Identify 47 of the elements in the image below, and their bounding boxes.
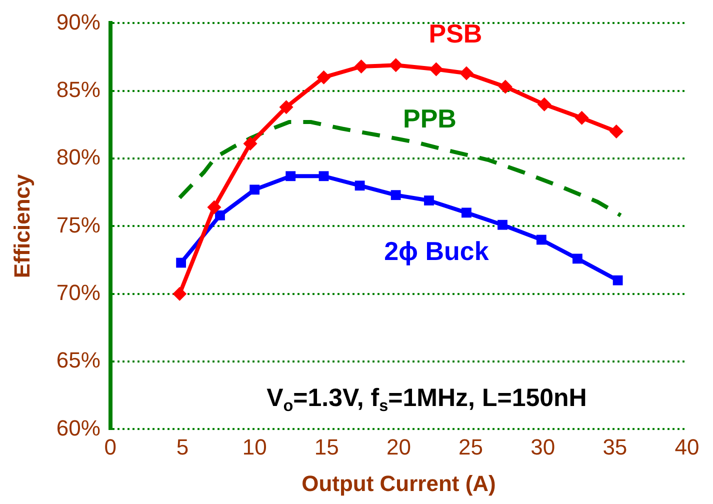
point bbox=[574, 110, 589, 125]
x-tick-label: 10 bbox=[242, 434, 267, 460]
point bbox=[612, 275, 623, 286]
point bbox=[176, 258, 186, 268]
point bbox=[354, 180, 365, 191]
y-tick-label: 60% bbox=[56, 415, 100, 440]
x-tick-label: 40 bbox=[674, 434, 700, 460]
y-tick-label: 80% bbox=[56, 144, 100, 170]
series-label: 2ϕ Buck bbox=[384, 236, 490, 266]
series-label: PPB bbox=[402, 104, 456, 134]
point bbox=[243, 136, 258, 151]
point bbox=[462, 208, 472, 218]
point bbox=[250, 184, 260, 195]
y-tick-label: 75% bbox=[56, 212, 100, 238]
point bbox=[498, 80, 512, 94]
x-tick-label: 0 bbox=[104, 434, 117, 460]
point bbox=[207, 200, 222, 214]
point bbox=[537, 97, 552, 112]
point bbox=[354, 60, 368, 74]
x-tick-label: 20 bbox=[386, 434, 411, 460]
x-tick-label: 15 bbox=[314, 434, 339, 460]
point bbox=[459, 66, 474, 80]
y-tick-label: 65% bbox=[56, 348, 100, 373]
point bbox=[424, 196, 434, 206]
point bbox=[286, 171, 296, 182]
point bbox=[215, 210, 225, 220]
x-tick-label: 30 bbox=[530, 434, 556, 460]
point bbox=[316, 70, 331, 84]
y-axis-title: Efficiency bbox=[9, 173, 34, 278]
series-label: PSB bbox=[428, 18, 482, 48]
y-tick-label: 90% bbox=[56, 9, 100, 34]
point bbox=[572, 254, 582, 264]
x-axis-title: Output Current (A) bbox=[302, 470, 496, 496]
point bbox=[279, 100, 294, 114]
point bbox=[172, 286, 187, 301]
point bbox=[609, 124, 624, 138]
x-tick-label: 35 bbox=[602, 434, 628, 460]
y-tick-label: 85% bbox=[56, 76, 100, 102]
point bbox=[536, 234, 546, 245]
point bbox=[318, 171, 329, 182]
x-tick-label: 5 bbox=[176, 434, 189, 460]
y-tick-label: 70% bbox=[56, 280, 100, 305]
point bbox=[390, 190, 401, 200]
point bbox=[388, 58, 403, 72]
x-tick-label: 25 bbox=[458, 434, 484, 460]
point bbox=[429, 62, 444, 76]
point bbox=[498, 220, 508, 230]
